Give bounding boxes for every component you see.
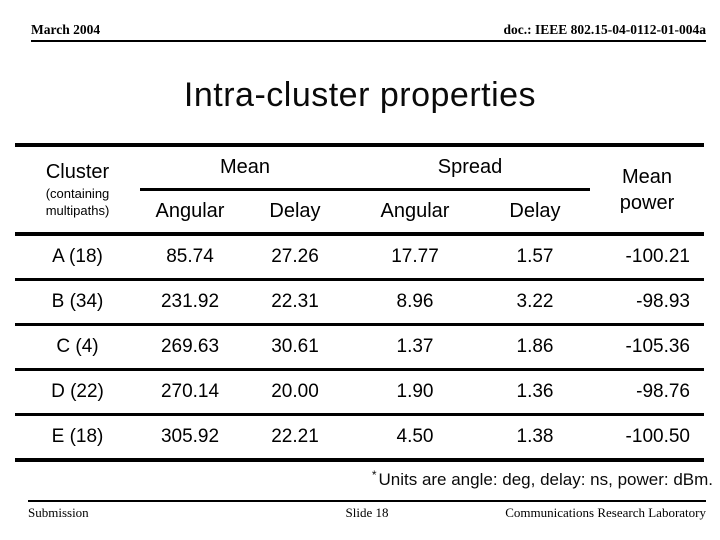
cluster-header-label: Cluster — [45, 161, 110, 184]
cell-mean-delay: 22.31 — [271, 291, 319, 312]
cell-mean-delay: 27.26 — [271, 246, 319, 267]
cell-spread-angular: 8.96 — [396, 291, 434, 312]
cell-mean-power: -100.50 — [625, 426, 690, 447]
footnote-asterisk: * — [371, 468, 377, 482]
spread-delay-header: Delay — [509, 200, 561, 222]
cluster-header-subtext-2: multipaths) — [45, 203, 110, 218]
header-doc-number: doc.: IEEE 802.15-04-0112-01-004a — [503, 22, 707, 37]
table-row: D (22) 270.14 20.00 1.90 1.36 -98.76 — [15, 371, 704, 416]
cell-cluster: A (18) — [52, 246, 103, 267]
page-title: Intra-cluster properties — [183, 76, 537, 114]
table-row: B (34) 231.92 22.31 8.96 3.22 -98.93 — [15, 281, 704, 326]
slide-footer: Slide 18 Submission Communications Resea… — [28, 500, 706, 521]
cell-cluster: C (4) — [56, 336, 99, 357]
footer-slide-number: Slide 18 — [345, 505, 389, 520]
mean-delay-header: Delay — [269, 200, 321, 222]
cell-spread-angular: 1.90 — [396, 381, 434, 402]
cluster-header-subtext-1: (containing — [45, 186, 110, 202]
cell-spread-delay: 1.36 — [516, 381, 554, 402]
cell-cluster: B (34) — [51, 291, 104, 312]
cell-mean-delay: 22.21 — [271, 426, 319, 447]
cell-spread-delay: 1.38 — [516, 426, 554, 447]
cell-spread-delay: 1.57 — [516, 246, 554, 267]
cell-mean-power: -98.76 — [636, 381, 690, 402]
table-header-row: Cluster (containing multipaths) Mean Ang… — [15, 147, 704, 236]
header-date: March 2004 — [31, 22, 101, 37]
cell-spread-angular: 1.37 — [396, 336, 434, 357]
table-row: E (18) 305.92 22.21 4.50 1.38 -100.50 — [15, 416, 704, 458]
column-header-cluster: Cluster (containing multipaths) — [15, 147, 140, 232]
footer-organization: Communications Research Laboratory — [505, 505, 706, 521]
cell-mean-delay: 20.00 — [271, 381, 319, 402]
footer-submission: Submission — [28, 505, 89, 521]
cell-mean-power: -105.36 — [625, 336, 690, 357]
mean-group-label: Mean — [140, 147, 350, 191]
spread-angular-header: Angular — [380, 200, 450, 222]
cell-mean-angular: 85.74 — [166, 246, 214, 267]
cell-mean-power: -98.93 — [636, 291, 690, 312]
slide-header: March 2004 doc.: IEEE 802.15-04-0112-01-… — [31, 22, 706, 42]
cell-spread-angular: 17.77 — [391, 246, 439, 267]
column-group-spread: Spread Angular Delay — [350, 147, 590, 232]
footnote-text: Units are angle: deg, delay: ns, power: … — [378, 470, 713, 489]
mean-angular-header: Angular — [155, 200, 225, 222]
column-group-mean: Mean Angular Delay — [140, 147, 350, 232]
cell-mean-power: -100.21 — [625, 246, 690, 267]
column-header-mean-power: Mean power — [590, 147, 704, 232]
cell-spread-delay: 3.22 — [516, 291, 554, 312]
table-row: C (4) 269.63 30.61 1.37 1.86 -105.36 — [15, 326, 704, 371]
cell-mean-angular: 231.92 — [160, 291, 220, 312]
cell-cluster: D (22) — [51, 381, 104, 402]
table-row: A (18) 85.74 27.26 17.77 1.57 -100.21 — [15, 236, 704, 281]
cell-mean-delay: 30.61 — [271, 336, 319, 357]
spread-group-label: Spread — [350, 147, 590, 191]
cell-mean-angular: 305.92 — [160, 426, 220, 447]
cell-mean-angular: 269.63 — [160, 336, 220, 357]
units-footnote: * Units are angle: deg, delay: ns, power:… — [372, 468, 713, 490]
cell-cluster: E (18) — [51, 426, 104, 447]
mean-power-header-label: Mean power — [619, 165, 675, 214]
cell-spread-delay: 1.86 — [516, 336, 554, 357]
cell-spread-angular: 4.50 — [396, 426, 434, 447]
intra-cluster-table: Cluster (containing multipaths) Mean Ang… — [15, 143, 704, 462]
cell-mean-angular: 270.14 — [160, 381, 220, 402]
